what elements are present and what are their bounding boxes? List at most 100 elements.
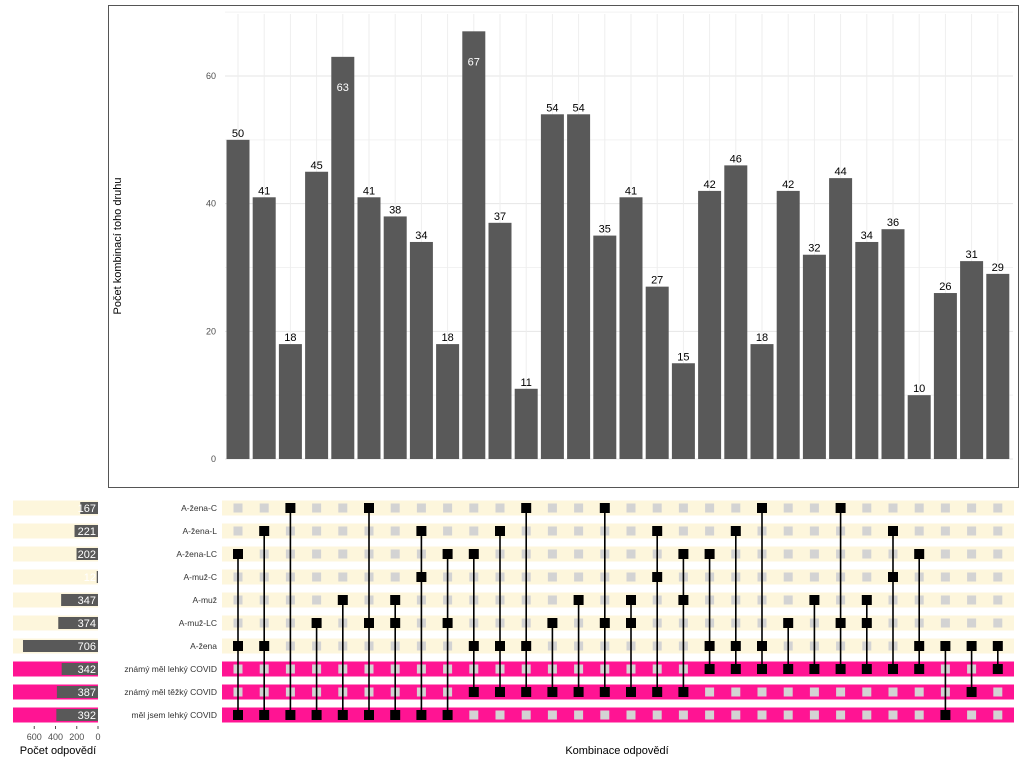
y-tick-label: 0 bbox=[211, 454, 216, 464]
matrix-dot-active bbox=[861, 664, 872, 674]
matrix-dot-active bbox=[468, 641, 479, 651]
matrix-dot-inactive bbox=[547, 549, 557, 559]
matrix-dot-active bbox=[364, 618, 374, 628]
matrix-dot-inactive bbox=[809, 687, 819, 697]
set-size-tick-label: 400 bbox=[48, 732, 63, 742]
intersection-bar bbox=[462, 31, 486, 460]
intersection-bar bbox=[724, 165, 748, 459]
set-size-value-label: 347 bbox=[78, 595, 96, 607]
intersection-bar bbox=[960, 261, 984, 459]
intersection-bar bbox=[829, 178, 853, 459]
intersection-value-labels: 50 41 18 45 63 41 38 34 18 67 37 11 54 54 35 41 27 15 42 46… bbox=[232, 56, 1004, 395]
set-size-bar bbox=[56, 709, 98, 721]
intersection-value-label: 41 bbox=[625, 185, 637, 197]
matrix-dot-inactive bbox=[574, 549, 584, 559]
matrix-dot-inactive bbox=[940, 618, 950, 628]
matrix-dot-inactive bbox=[967, 618, 977, 628]
matrix-dot-inactive bbox=[390, 503, 400, 513]
matrix-dot-inactive bbox=[783, 687, 793, 697]
matrix-dot-inactive bbox=[338, 572, 348, 582]
matrix-dot-inactive bbox=[574, 526, 584, 536]
matrix-dot-inactive bbox=[574, 572, 584, 582]
intersection-bar bbox=[619, 197, 643, 460]
matrix-dot-inactive bbox=[626, 549, 636, 559]
intersection-value-label: 38 bbox=[389, 204, 401, 216]
set-name-label: A-žena-LC bbox=[176, 549, 217, 559]
matrix-dot-inactive bbox=[574, 503, 584, 513]
matrix-dot-active bbox=[521, 641, 532, 651]
matrix-dot-active bbox=[835, 618, 846, 628]
set-size-row-stripe bbox=[13, 500, 98, 516]
matrix-dot-active bbox=[992, 641, 1003, 651]
matrix-dot-active bbox=[442, 710, 453, 720]
matrix-dot-inactive bbox=[888, 710, 898, 720]
set-name-label: známý měl těžký COVID bbox=[124, 687, 217, 697]
intersection-value-label: 35 bbox=[599, 224, 611, 236]
set-size-bar bbox=[61, 594, 98, 606]
matrix-dot-active bbox=[337, 595, 348, 605]
set-name-label: A-muž-C bbox=[183, 572, 217, 582]
matrix-dot-inactive bbox=[862, 503, 872, 513]
matrix-dot-active bbox=[599, 687, 610, 697]
set-size-value-label: 12 bbox=[84, 572, 96, 584]
matrix-dot-active bbox=[704, 641, 715, 651]
matrix-dot-active bbox=[233, 549, 243, 559]
matrix-dot-active bbox=[730, 641, 741, 651]
intersection-bar bbox=[802, 254, 826, 459]
matrix-dot-active bbox=[364, 503, 374, 513]
intersection-bar bbox=[750, 344, 774, 459]
matrix-dot-inactive bbox=[993, 710, 1003, 720]
intersection-bars bbox=[226, 31, 1010, 460]
matrix-dot-active bbox=[757, 664, 767, 674]
matrix-dot-inactive bbox=[993, 572, 1003, 582]
intersection-bar bbox=[698, 190, 722, 459]
matrix-dot-inactive bbox=[940, 549, 950, 559]
y-tick-label: 20 bbox=[206, 326, 216, 336]
set-size-value-label: 706 bbox=[78, 641, 96, 653]
intersection-value-label: 18 bbox=[441, 332, 453, 344]
set-size-bar bbox=[74, 525, 98, 537]
intersection-value-label: 45 bbox=[310, 160, 322, 172]
matrix-dot-active bbox=[626, 687, 636, 697]
matrix-dot-inactive bbox=[338, 549, 348, 559]
matrix-dot-inactive bbox=[940, 572, 950, 582]
matrix-dot-active bbox=[626, 595, 636, 605]
intersection-bar bbox=[593, 235, 617, 459]
intersection-bar bbox=[409, 241, 433, 459]
matrix-dot-active bbox=[259, 641, 270, 651]
matrix-dot-active bbox=[599, 618, 610, 628]
intersection-value-label: 44 bbox=[834, 166, 846, 178]
intersection-value-label: 36 bbox=[887, 217, 899, 229]
intersection-bar bbox=[907, 395, 931, 459]
matrix-dot-inactive bbox=[312, 549, 322, 559]
set-size-tick-label: 600 bbox=[27, 732, 42, 742]
set-size-bars bbox=[22, 502, 98, 721]
matrix-dot-inactive bbox=[495, 503, 505, 513]
set-name-label: A-žena-C bbox=[181, 503, 217, 513]
matrix-dot-active bbox=[311, 618, 322, 628]
combination-matrix bbox=[233, 503, 1003, 720]
matrix-dot-active bbox=[966, 687, 977, 697]
matrix-dot-active bbox=[940, 710, 951, 720]
matrix-dot-inactive bbox=[547, 503, 557, 513]
matrix-dot-inactive bbox=[993, 687, 1003, 697]
matrix-dot-inactive bbox=[914, 503, 924, 513]
matrix-dot-inactive bbox=[600, 710, 610, 720]
matrix-dot-inactive bbox=[862, 572, 872, 582]
matrix-dot-inactive bbox=[836, 687, 846, 697]
matrix-dot-inactive bbox=[338, 526, 348, 536]
intersection-y-tick-labels: 0 20 40 60 bbox=[206, 71, 216, 464]
matrix-dot-active bbox=[337, 710, 348, 720]
intersection-bar bbox=[383, 216, 407, 459]
set-size-bar bbox=[22, 640, 98, 652]
matrix-dot-inactive bbox=[626, 503, 636, 513]
matrix-dot-inactive bbox=[731, 710, 741, 720]
intersection-bar bbox=[881, 229, 905, 459]
matrix-dot-inactive bbox=[390, 549, 400, 559]
matrix-dot-inactive bbox=[940, 526, 950, 536]
matrix-dot-inactive bbox=[783, 572, 793, 582]
matrix-dot-active bbox=[757, 641, 767, 651]
matrix-dot-active bbox=[966, 641, 977, 651]
